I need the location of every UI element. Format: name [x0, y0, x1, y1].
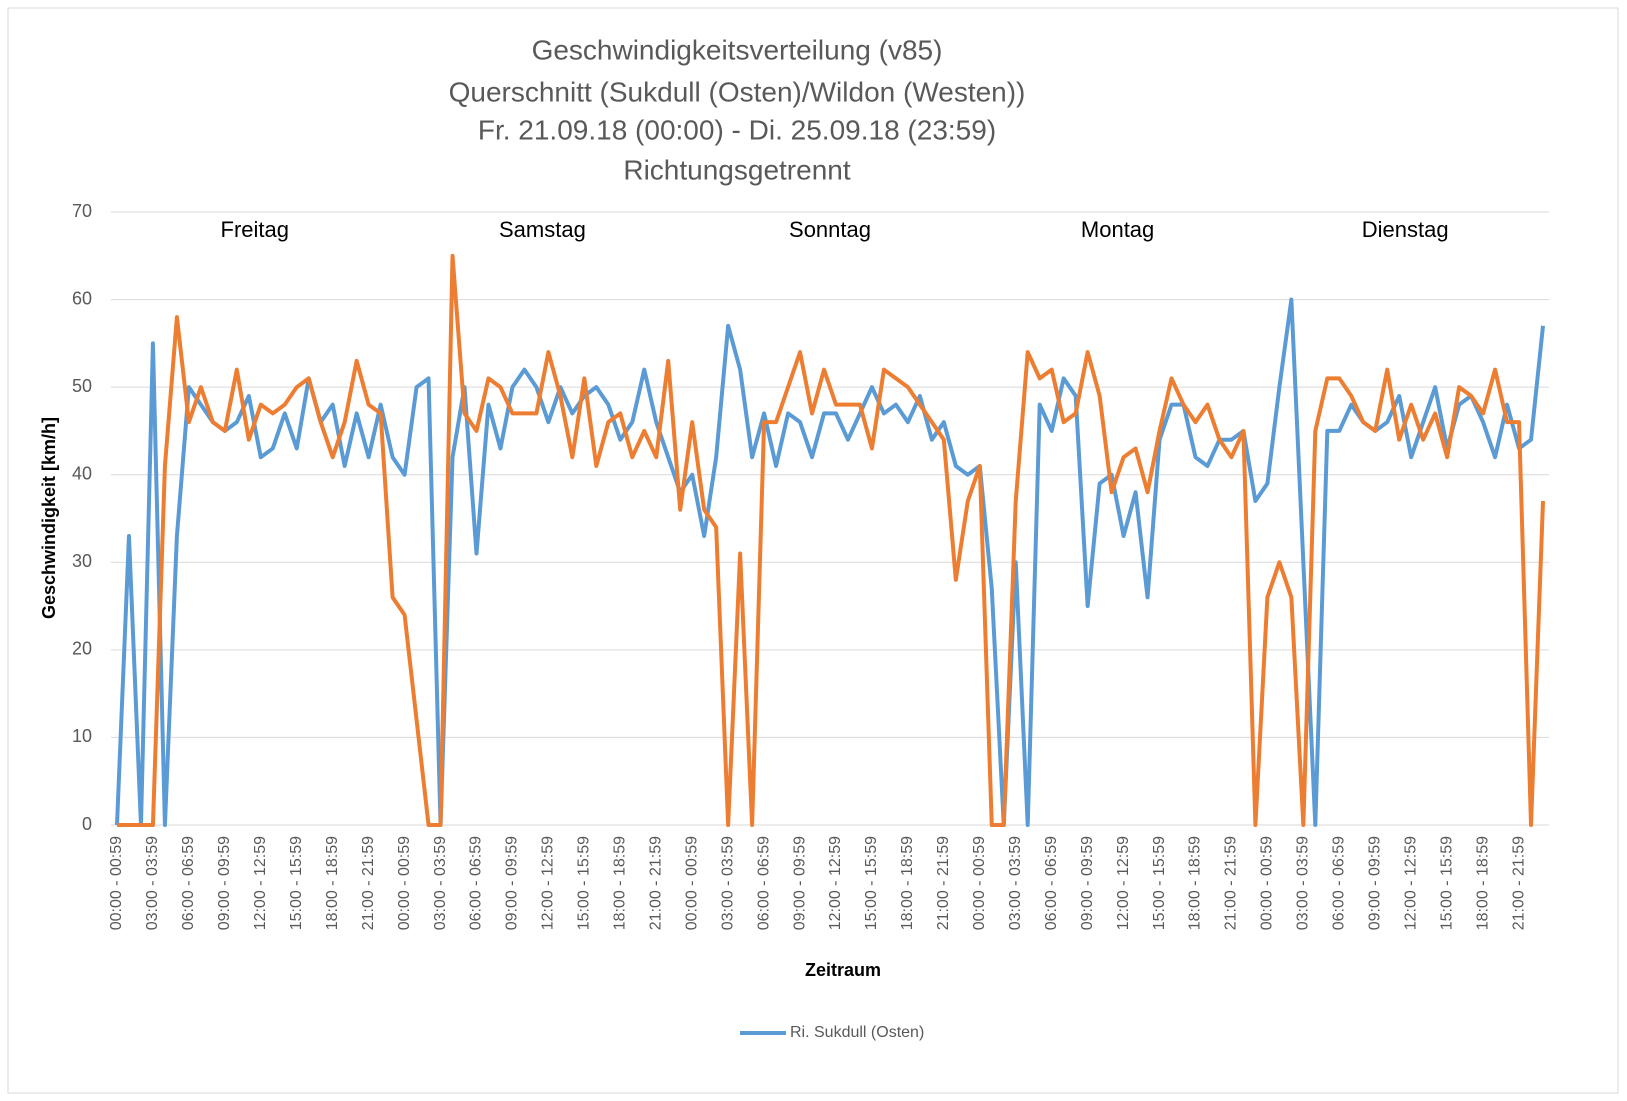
x-tick-label: 12:00 - 12:59 — [252, 836, 269, 930]
x-tick-label: 18:00 - 18:59 — [1187, 836, 1204, 930]
x-tick-label: 21:00 - 21:59 — [360, 836, 377, 930]
day-label: Samstag — [499, 217, 586, 242]
x-tick-label: 09:00 - 09:59 — [791, 836, 808, 930]
x-tick-label: 09:00 - 09:59 — [1079, 836, 1096, 930]
y-tick-label: 40 — [72, 463, 92, 483]
x-tick-label: 00:00 - 00:59 — [1259, 836, 1276, 930]
day-label: Dienstag — [1362, 217, 1449, 242]
y-tick-label: 30 — [72, 551, 92, 571]
x-tick-label: 03:00 - 03:59 — [719, 836, 736, 930]
x-tick-label: 09:00 - 09:59 — [1366, 836, 1383, 930]
day-label: Freitag — [221, 217, 289, 242]
x-tick-label: 00:00 - 00:59 — [971, 836, 988, 930]
x-tick-label: 15:00 - 15:59 — [1438, 836, 1455, 930]
chart-title: Geschwindigkeitsverteilung (v85) — [532, 34, 943, 65]
x-tick-label: 15:00 - 15:59 — [1151, 836, 1168, 930]
x-tick-label: 06:00 - 06:59 — [1043, 836, 1060, 930]
x-tick-label: 18:00 - 18:59 — [612, 836, 629, 930]
y-tick-label: 50 — [72, 376, 92, 396]
x-tick-label: 12:00 - 12:59 — [540, 836, 557, 930]
chart-title: Fr. 21.09.18 (00:00) - Di. 25.09.18 (23:… — [478, 114, 996, 145]
x-tick-label: 21:00 - 21:59 — [935, 836, 952, 930]
series-line — [114, 297, 1545, 827]
x-tick-label: 03:00 - 03:59 — [1295, 836, 1312, 930]
x-tick-label: 03:00 - 03:59 — [144, 836, 161, 930]
x-axis-title: Zeitraum — [805, 960, 881, 980]
y-tick-label: 70 — [72, 201, 92, 221]
x-tick-label: 12:00 - 12:59 — [1115, 836, 1132, 930]
day-label: Sonntag — [789, 217, 871, 242]
x-tick-label: 06:00 - 06:59 — [755, 836, 772, 930]
x-tick-label: 12:00 - 12:59 — [827, 836, 844, 930]
x-tick-label: 06:00 - 06:59 — [1331, 836, 1348, 930]
x-tick-label: 03:00 - 03:59 — [1007, 836, 1024, 930]
x-tick-label: 09:00 - 09:59 — [216, 836, 233, 930]
x-tick-label: 15:00 - 15:59 — [576, 836, 593, 930]
y-tick-label: 20 — [72, 639, 92, 659]
chart-title: Richtungsgetrennt — [623, 154, 850, 185]
y-tick-label: 0 — [82, 814, 92, 834]
chart-border — [7, 7, 1619, 1094]
y-tick-label: 60 — [72, 288, 92, 308]
x-tick-label: 12:00 - 12:59 — [1402, 836, 1419, 930]
y-tick-label: 10 — [72, 726, 92, 746]
x-tick-label: 18:00 - 18:59 — [899, 836, 916, 930]
y-axis-title: Geschwindigkeit [km/h] — [39, 417, 59, 619]
x-tick-label: 00:00 - 00:59 — [396, 836, 413, 930]
x-tick-label: 21:00 - 21:59 — [647, 836, 664, 930]
legend-label: Ri. Sukdull (Osten) — [790, 1024, 924, 1041]
x-tick-label: 15:00 - 15:59 — [863, 836, 880, 930]
x-tick-label: 00:00 - 00:59 — [108, 836, 125, 930]
x-tick-label: 06:00 - 06:59 — [180, 836, 197, 930]
x-tick-label: 03:00 - 03:59 — [432, 836, 449, 930]
x-tick-label: 15:00 - 15:59 — [288, 836, 305, 930]
x-tick-label: 21:00 - 21:59 — [1510, 836, 1527, 930]
x-tick-label: 00:00 - 00:59 — [683, 836, 700, 930]
x-tick-label: 21:00 - 21:59 — [1223, 836, 1240, 930]
x-tick-label: 06:00 - 06:59 — [468, 836, 485, 930]
x-tick-label: 18:00 - 18:59 — [1474, 836, 1491, 930]
series-line — [116, 253, 1546, 827]
day-label: Montag — [1081, 217, 1154, 242]
x-tick-label: 18:00 - 18:59 — [324, 836, 341, 930]
chart-title: Querschnitt (Sukdull (Osten)/Wildon (Wes… — [449, 76, 1026, 107]
x-tick-label: 09:00 - 09:59 — [504, 836, 521, 930]
